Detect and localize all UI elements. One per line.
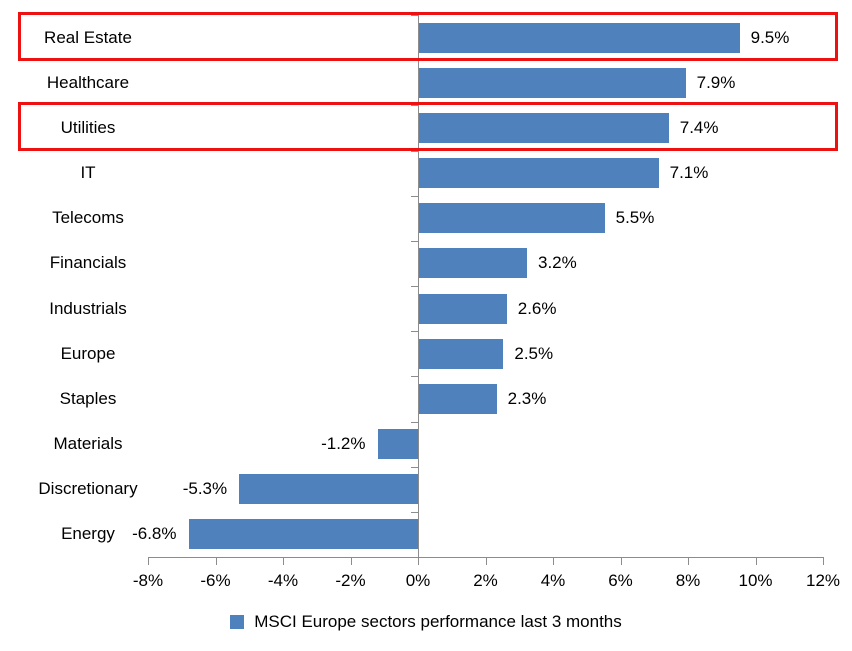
value-label: 9.5% (750, 27, 790, 47)
category-tick (411, 511, 418, 513)
category-axis-line (418, 15, 419, 557)
bar (419, 293, 507, 324)
category-label: Discretionary (38, 479, 138, 499)
bar (188, 519, 418, 550)
x-tick (148, 557, 149, 565)
category-label: Utilities (60, 117, 116, 137)
category-tick (411, 105, 418, 107)
bar (419, 248, 527, 279)
x-tick-label: 10% (738, 571, 773, 590)
category-label: Industrials (49, 298, 127, 318)
category-tick (411, 15, 418, 16)
category-tick (411, 376, 418, 378)
value-label: 2.6% (517, 298, 557, 318)
x-tick-label: 8% (675, 571, 701, 590)
category-tick (411, 195, 418, 197)
category-tick (411, 331, 418, 333)
value-label: 3.2% (538, 253, 577, 273)
bar (419, 22, 740, 53)
bar (419, 383, 497, 414)
category-label: IT (80, 163, 96, 183)
value-label: 5.5% (615, 208, 655, 228)
value-label: 7.4% (679, 117, 719, 137)
bar (377, 429, 418, 460)
bar (419, 158, 659, 189)
bar (419, 203, 605, 234)
category-tick (411, 286, 418, 287)
x-tick-label: 2% (473, 571, 498, 590)
value-label: -6.8% (132, 524, 177, 544)
bar (419, 112, 669, 143)
x-tick (688, 557, 689, 565)
category-label: Financials (49, 253, 127, 273)
x-tick (350, 557, 352, 565)
category-tick (411, 466, 418, 468)
value-label: 2.5% (514, 343, 554, 363)
x-tick (485, 557, 487, 565)
x-tick (620, 557, 622, 565)
x-tick (418, 557, 419, 565)
x-tick-label: -4% (267, 571, 299, 590)
x-tick-label: 4% (540, 571, 566, 590)
highlight-box (18, 102, 838, 152)
category-label: Materials (53, 434, 123, 454)
legend-swatch-icon (230, 615, 245, 629)
highlight-box (18, 12, 838, 61)
x-tick (215, 557, 217, 565)
category-label: Staples (59, 388, 117, 408)
x-tick-label: -8% (132, 571, 164, 590)
bar (419, 338, 504, 369)
value-label: -5.3% (182, 479, 228, 499)
category-label: Europe (60, 343, 116, 363)
value-label: 7.1% (669, 163, 709, 183)
x-tick-label: 12% (805, 571, 841, 590)
category-label: Energy (61, 524, 115, 544)
category-label: Real Estate (44, 27, 132, 47)
x-tick-label: 6% (608, 571, 633, 590)
x-tick (553, 557, 554, 565)
category-label: Telecoms (52, 208, 124, 228)
x-tick-label: -2% (335, 571, 366, 590)
x-tick-label: 0% (405, 571, 431, 590)
bar (239, 474, 418, 505)
legend: MSCI Europe sectors performance last 3 m… (0, 611, 852, 633)
x-tick-label: -6% (200, 571, 231, 590)
category-tick (411, 421, 418, 423)
category-tick (411, 240, 418, 242)
x-tick (823, 557, 824, 565)
bar (419, 67, 686, 98)
value-label: 7.9% (696, 72, 736, 92)
value-label: -1.2% (321, 434, 366, 454)
x-tick (283, 557, 284, 565)
category-label: Healthcare (46, 72, 130, 92)
legend-label: MSCI Europe sectors performance last 3 m… (254, 612, 622, 631)
x-tick (755, 557, 757, 565)
value-label: 2.3% (507, 388, 547, 408)
